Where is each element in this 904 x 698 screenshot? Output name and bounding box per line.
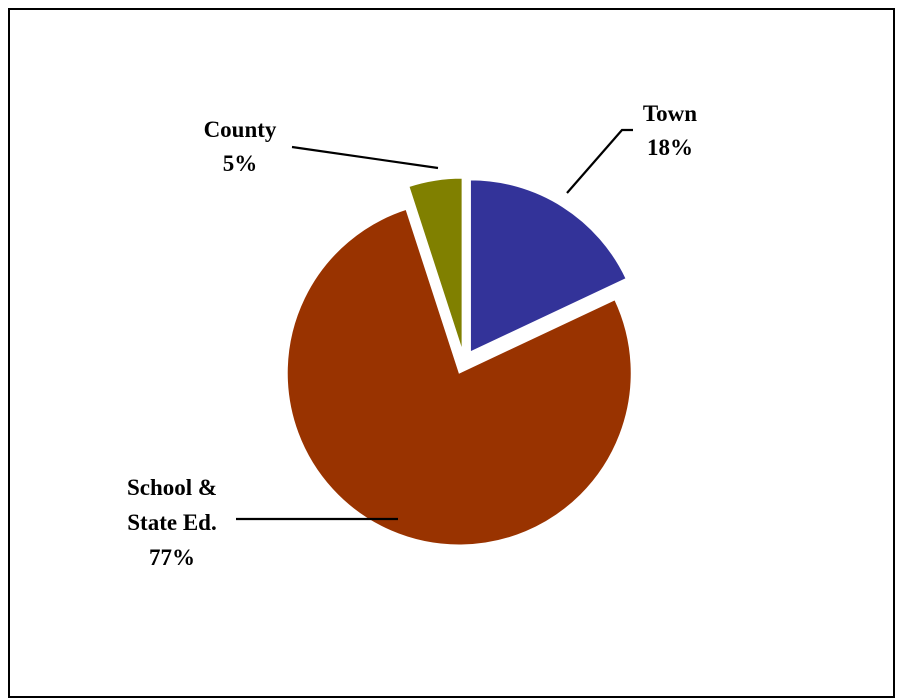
pie-chart: Town 18% County 5% School & State Ed. 77… [127,101,697,570]
town-percent-label: 18% [647,135,693,160]
pie-slices [286,177,632,546]
county-leader-line [291,145,439,170]
school-label-line1: School & [127,475,217,500]
town-leader-line [566,128,633,194]
pie-slice-town [469,179,627,353]
school-label-line2: State Ed. [127,510,216,535]
pie-slice-county [408,177,463,351]
town-label: Town [643,101,697,126]
school-percent-label: 77% [149,545,195,570]
county-label: County [204,117,277,142]
pie-slice-school-state-ed [286,208,632,546]
county-percent-label: 5% [223,151,258,176]
